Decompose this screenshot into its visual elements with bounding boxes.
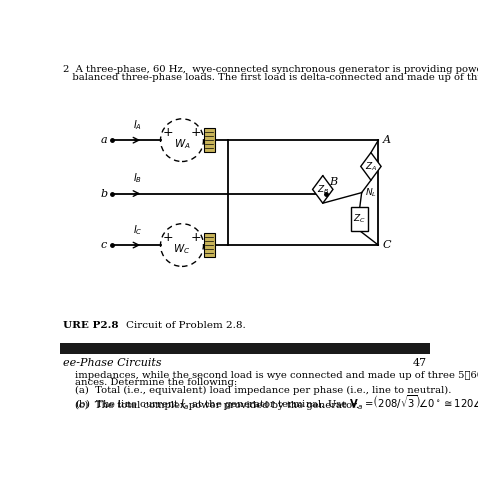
Text: (a)  Total (i.e., equivalent) load impedance per phase (i.e., line to neutral).: (a) Total (i.e., equivalent) load impeda… xyxy=(75,386,451,395)
Text: c: c xyxy=(101,240,107,250)
Text: +: + xyxy=(163,231,173,244)
Text: +: + xyxy=(191,126,201,139)
Bar xyxy=(204,233,215,257)
Text: B: B xyxy=(329,177,337,187)
Bar xyxy=(204,128,215,152)
Text: C: C xyxy=(383,240,391,250)
Text: $I_A$: $I_A$ xyxy=(133,118,142,132)
Text: Circuit of Problem 2.8.: Circuit of Problem 2.8. xyxy=(113,321,246,329)
Text: a: a xyxy=(100,135,107,145)
Text: ee-Phase Circuits: ee-Phase Circuits xyxy=(64,358,162,369)
Text: $Z_C$: $Z_C$ xyxy=(353,213,366,225)
Text: balanced three-phase loads. The first load is delta-connected and made up of thr: balanced three-phase loads. The first lo… xyxy=(64,73,478,82)
Text: (b)  The line current $\mathit{I_a}$ at the generator terminal. Use $\mathbf{V}_: (b) The line current $\mathit{I_a}$ at t… xyxy=(75,393,478,412)
Text: $N_L$: $N_L$ xyxy=(365,186,377,199)
Polygon shape xyxy=(361,152,381,180)
Text: impedances, while the second load is wye connected and made up of three 5≄60° Ω : impedances, while the second load is wye… xyxy=(75,371,478,380)
Text: URE P2.8: URE P2.8 xyxy=(64,321,119,329)
Text: $Z_B$: $Z_B$ xyxy=(316,183,329,196)
Bar xyxy=(351,207,368,231)
Text: $W_C$: $W_C$ xyxy=(174,243,191,256)
Bar xyxy=(60,343,430,354)
Text: $I_C$: $I_C$ xyxy=(133,223,142,237)
Text: +: + xyxy=(163,126,173,139)
Text: $I_B$: $I_B$ xyxy=(133,172,142,185)
Text: +: + xyxy=(191,231,201,244)
Text: ances. Determine the following:: ances. Determine the following: xyxy=(75,378,237,387)
Text: $Z_A$: $Z_A$ xyxy=(365,160,377,173)
Text: b: b xyxy=(100,188,107,198)
Polygon shape xyxy=(313,175,333,203)
Text: A: A xyxy=(383,135,391,145)
Text: (c)  The total complex power provided by the generator.: (c) The total complex power provided by … xyxy=(75,401,358,410)
Text: 47: 47 xyxy=(413,358,426,369)
Text: 2  A three-phase, 60 Hz,  wye-connected synchronous generator is providing power: 2 A three-phase, 60 Hz, wye-connected sy… xyxy=(64,65,478,74)
Text: $W_A$: $W_A$ xyxy=(174,138,190,152)
